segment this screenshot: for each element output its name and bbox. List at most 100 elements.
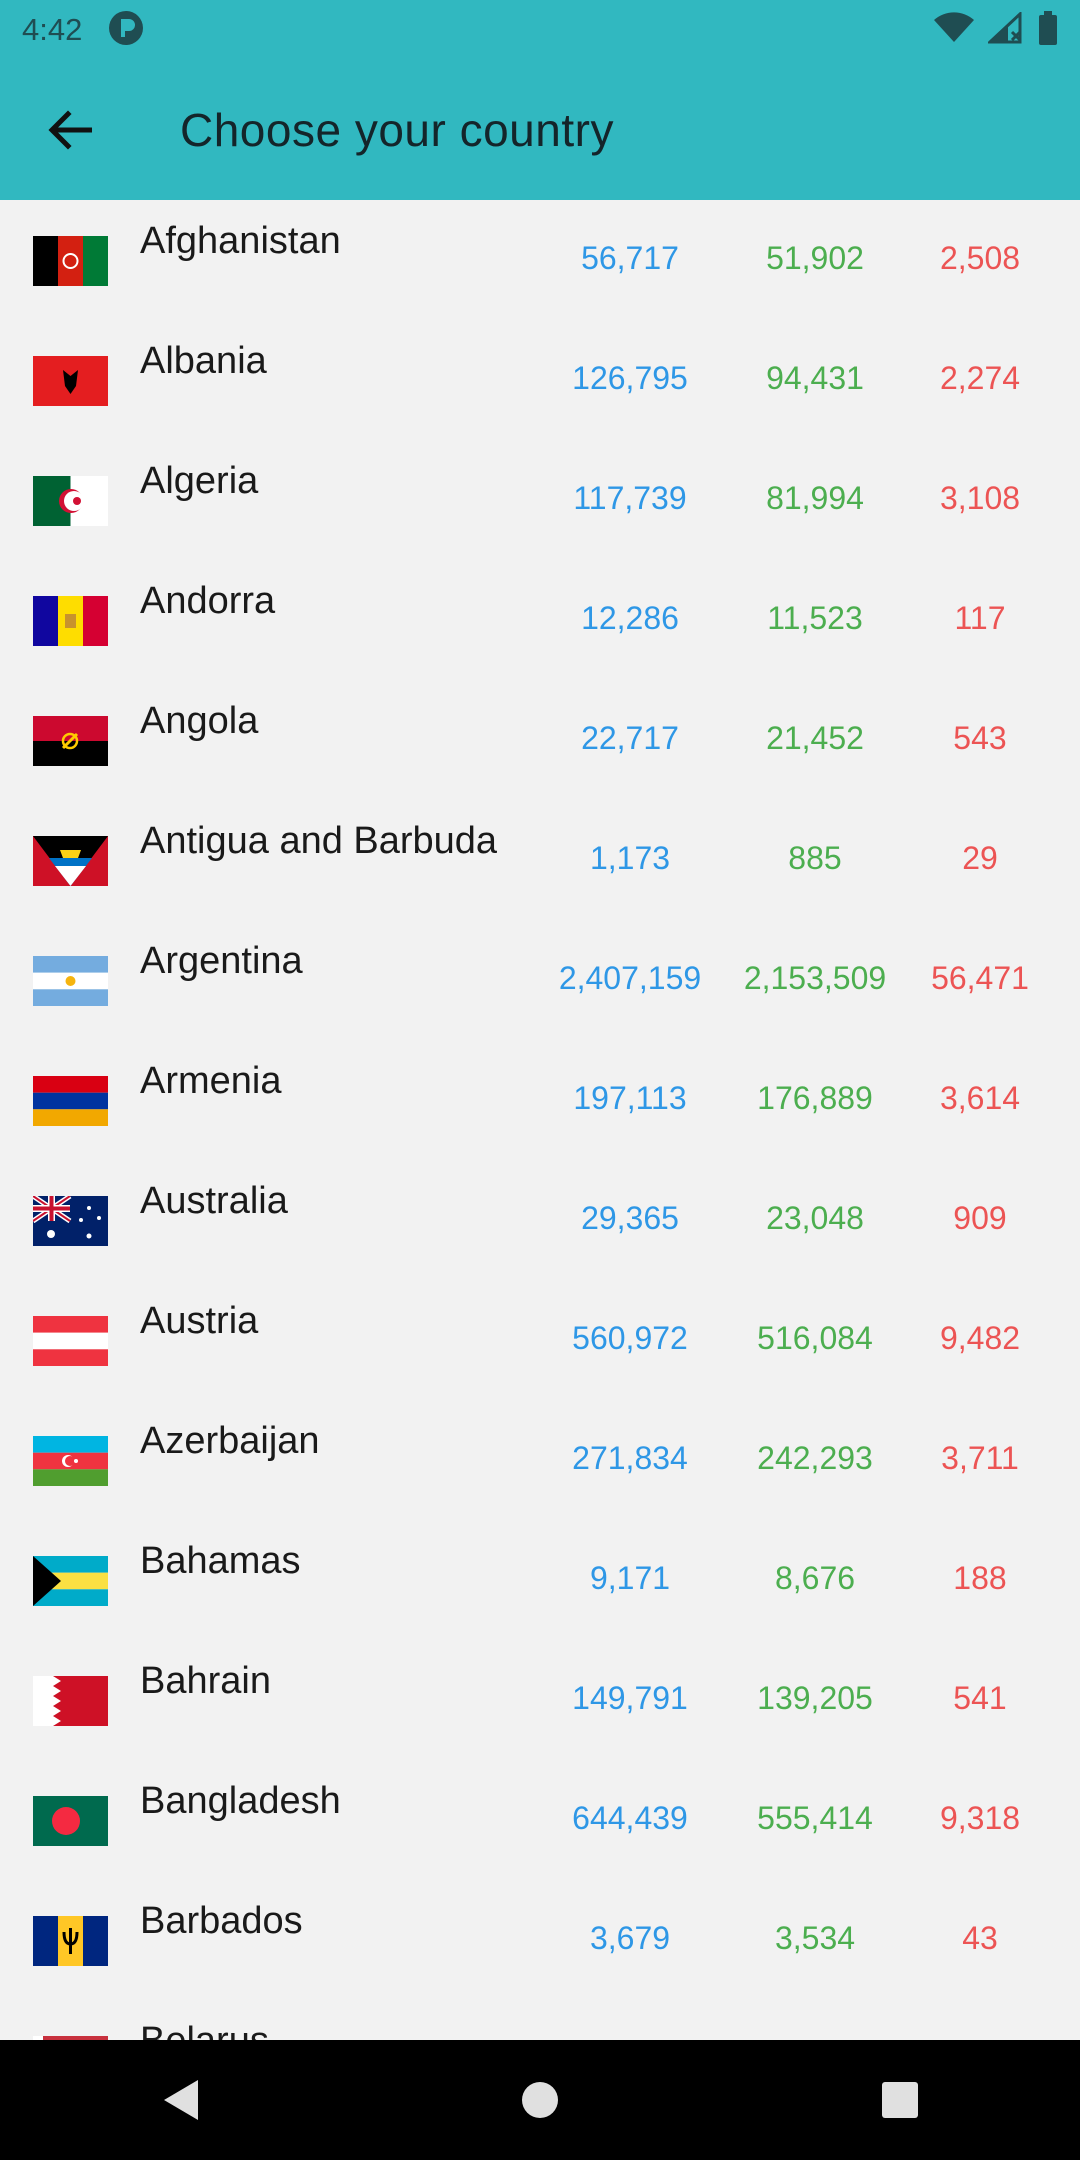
recents-square-icon [882, 2082, 918, 2118]
country-row-barbados[interactable]: Barbados 3,679 3,534 43 [0, 1880, 1080, 2000]
afghanistan-flag-icon [33, 236, 108, 286]
azerbaijan-flag-icon [33, 1436, 108, 1486]
nav-home-button[interactable] [480, 2040, 600, 2160]
deaths-count: 2,508 [939, 240, 1021, 276]
back-button[interactable] [40, 100, 100, 160]
system-navigation-bar [0, 2040, 1080, 2160]
recovered-count: 885 [788, 840, 842, 876]
country-name: Bahrain [140, 1660, 271, 1702]
cases-count: 56,717 [581, 240, 679, 276]
cases-count: 271,834 [572, 1440, 688, 1476]
country-row-bahamas[interactable]: Bahamas 9,171 8,676 188 [0, 1520, 1080, 1640]
recovered-count: 21,452 [766, 720, 864, 756]
cases-count: 560,972 [572, 1320, 688, 1356]
recovered-count: 2,153,509 [743, 960, 887, 996]
recovered-count: 94,431 [766, 360, 864, 396]
recovered-count: 51,902 [766, 240, 864, 276]
deaths-count: 543 [953, 720, 1007, 756]
country-name: Belarus [140, 2020, 269, 2040]
nav-back-button[interactable] [120, 2040, 240, 2160]
recovered-count: 23,048 [766, 1200, 864, 1236]
country-name: Azerbaijan [140, 1420, 320, 1462]
country-row-afghanistan[interactable]: Afghanistan 56,717 51,902 2,508 [0, 200, 1080, 320]
bahrain-flag-icon [33, 1676, 108, 1726]
page-title: Choose your country [180, 104, 614, 156]
cases-count: 2,407,159 [558, 960, 702, 996]
antigua-flag-icon [33, 836, 108, 886]
country-row-australia[interactable]: Australia 29,365 23,048 909 [0, 1160, 1080, 1280]
deaths-count: 117 [954, 600, 1006, 636]
country-row-austria[interactable]: Austria 560,972 516,084 9,482 [0, 1280, 1080, 1400]
cases-count: 22,717 [581, 720, 679, 756]
austria-flag-icon [33, 1316, 108, 1366]
country-row-albania[interactable]: Albania 126,795 94,431 2,274 [0, 320, 1080, 440]
nav-recents-button[interactable] [840, 2040, 960, 2160]
country-name: Andorra [140, 580, 276, 622]
recovered-count: 242,293 [757, 1440, 873, 1476]
deaths-count: 56,471 [931, 960, 1029, 996]
status-bar: 4:42 [0, 0, 1080, 60]
cases-count: 117,739 [573, 480, 687, 516]
deaths-count: 909 [953, 1200, 1007, 1236]
country-list[interactable]: Afghanistan 56,717 51,902 2,508 Albania … [0, 200, 1080, 2040]
bahamas-flag-icon [33, 1556, 108, 1606]
country-row-angola[interactable]: Angola 22,717 21,452 543 [0, 680, 1080, 800]
cases-count: 126,795 [572, 360, 688, 396]
deaths-count: 29 [962, 840, 998, 876]
recovered-count: 516,084 [757, 1320, 873, 1356]
albania-flag-icon [33, 356, 108, 406]
country-row-antigua-and-barbuda[interactable]: Antigua and Barbuda 1,173 885 29 [0, 800, 1080, 920]
recovered-count: 11,523 [767, 600, 863, 636]
algeria-flag-icon [33, 476, 108, 526]
argentina-flag-icon [33, 956, 108, 1006]
recovered-count: 555,414 [757, 1800, 873, 1836]
andorra-flag-icon [33, 596, 108, 646]
deaths-count: 3,108 [939, 480, 1021, 516]
deaths-count: 43 [962, 1920, 998, 1956]
country-row-belarus[interactable]: Belarus [0, 2000, 1080, 2040]
country-name: Armenia [140, 1060, 282, 1102]
recovered-count: 3,534 [774, 1920, 856, 1956]
deaths-count: 3,711 [941, 1440, 1019, 1476]
cases-count: 149,791 [572, 1680, 688, 1716]
recovered-count: 139,205 [757, 1680, 873, 1716]
recovered-count: 176,889 [757, 1080, 873, 1116]
deaths-count: 9,482 [939, 1320, 1021, 1356]
home-circle-icon [522, 2082, 558, 2118]
bangladesh-flag-icon [33, 1796, 108, 1846]
country-name: Afghanistan [140, 220, 341, 262]
country-row-bahrain[interactable]: Bahrain 149,791 139,205 541 [0, 1640, 1080, 1760]
cellular-signal-icon [986, 10, 1024, 49]
cases-count: 644,439 [572, 1800, 688, 1836]
deaths-count: 541 [953, 1680, 1007, 1716]
battery-icon [1038, 10, 1058, 50]
recovered-count: 8,676 [774, 1560, 856, 1596]
belarus-flag-icon [33, 2036, 108, 2040]
cases-count: 9,171 [589, 1560, 671, 1596]
cases-count: 1,173 [589, 840, 671, 876]
country-row-azerbaijan[interactable]: Azerbaijan 271,834 242,293 3,711 [0, 1400, 1080, 1520]
cases-count: 29,365 [581, 1200, 679, 1236]
deaths-count: 9,318 [939, 1800, 1021, 1836]
country-row-argentina[interactable]: Argentina 2,407,159 2,153,509 56,471 [0, 920, 1080, 1040]
country-name: Australia [140, 1180, 288, 1222]
arrow-left-icon [48, 110, 92, 150]
country-name: Argentina [140, 940, 303, 982]
country-name: Albania [140, 340, 267, 382]
app-notification-icon [108, 10, 144, 51]
country-name: Austria [140, 1300, 259, 1342]
deaths-count: 188 [953, 1560, 1007, 1596]
country-name: Angola [140, 700, 259, 742]
country-row-algeria[interactable]: Algeria 117,739 81,994 3,108 [0, 440, 1080, 560]
app-bar: Choose your country [0, 60, 1080, 200]
wifi-icon [934, 11, 974, 49]
recovered-count: 81,994 [766, 480, 864, 516]
country-row-armenia[interactable]: Armenia 197,113 176,889 3,614 [0, 1040, 1080, 1160]
country-row-andorra[interactable]: Andorra 12,286 11,523 117 [0, 560, 1080, 680]
deaths-count: 2,274 [939, 360, 1021, 396]
country-row-bangladesh[interactable]: Bangladesh 644,439 555,414 9,318 [0, 1760, 1080, 1880]
status-time: 4:42 [22, 12, 83, 47]
country-name: Antigua and Barbuda [140, 820, 498, 862]
cases-count: 197,113 [573, 1080, 687, 1116]
country-name: Barbados [140, 1900, 303, 1942]
